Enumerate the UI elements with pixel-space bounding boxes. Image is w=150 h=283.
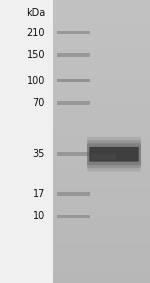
Text: 150: 150 (27, 50, 45, 60)
FancyBboxPatch shape (91, 154, 116, 160)
Text: 35: 35 (33, 149, 45, 159)
Bar (57, 215, 90, 218)
Bar (57, 31, 90, 34)
Bar (57, 152, 90, 156)
FancyBboxPatch shape (89, 147, 139, 162)
FancyBboxPatch shape (87, 143, 141, 165)
Bar (57, 53, 90, 57)
Text: 10: 10 (33, 211, 45, 222)
Bar (57, 79, 90, 83)
Bar (0, 0, 52, 283)
Text: 70: 70 (33, 98, 45, 108)
Bar (57, 192, 90, 196)
Text: 100: 100 (27, 76, 45, 86)
FancyBboxPatch shape (87, 140, 141, 168)
FancyBboxPatch shape (87, 137, 141, 171)
Text: kDa: kDa (26, 8, 45, 18)
Bar (57, 101, 90, 105)
Text: 210: 210 (27, 27, 45, 38)
Text: 17: 17 (33, 189, 45, 199)
